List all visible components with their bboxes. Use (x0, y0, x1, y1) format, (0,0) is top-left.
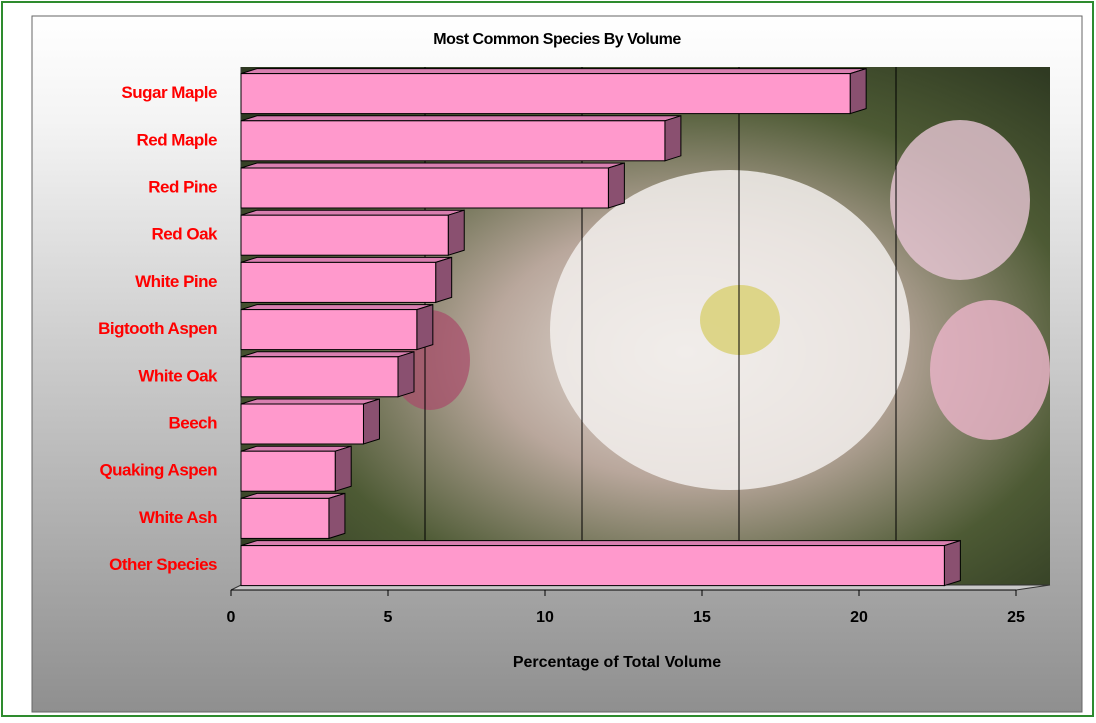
y-tick-label: Other Species (109, 555, 217, 574)
bar (241, 262, 436, 302)
bar (241, 74, 850, 114)
bar-side (335, 446, 351, 491)
bar (241, 310, 417, 350)
chart-title: Most Common Species By Volume (433, 31, 681, 48)
bar (241, 546, 944, 586)
x-tick-label: 0 (227, 609, 236, 626)
bar-top (241, 210, 464, 215)
bar (241, 498, 329, 538)
bar-side (665, 116, 681, 161)
bar-side (329, 493, 345, 538)
bar-side (363, 399, 379, 444)
y-tick-label: Red Maple (136, 130, 217, 149)
y-tick-label: Bigtooth Aspen (98, 319, 217, 338)
bar-side (448, 210, 464, 255)
x-axis-title: Percentage of Total Volume (513, 654, 721, 671)
x-tick-label: 25 (1007, 609, 1025, 626)
bar-top (241, 541, 960, 546)
y-tick-label: White Oak (138, 366, 218, 385)
bar (241, 451, 335, 491)
bar (241, 168, 608, 208)
x-tick-label: 20 (850, 609, 868, 626)
bar-top (241, 399, 379, 404)
y-tick-label: Beech (168, 413, 217, 432)
bar-side (398, 352, 414, 397)
bar-side (436, 257, 452, 302)
bar-top (241, 257, 452, 262)
bar-side (944, 541, 960, 586)
y-tick-label: Sugar Maple (121, 83, 217, 102)
bar-side (850, 69, 866, 114)
chart: Most Common Species By Volume Percentage… (0, 0, 1096, 718)
x-tick-label: 10 (536, 609, 554, 626)
bar-top (241, 446, 351, 451)
y-tick-label: Red Pine (148, 177, 217, 196)
bar-top (241, 116, 681, 121)
y-tick-label: Red Oak (152, 225, 219, 244)
bar-top (241, 163, 624, 168)
y-tick-label: Quaking Aspen (99, 461, 217, 480)
bar-top (241, 352, 414, 357)
bar-top (241, 493, 345, 498)
bar-side (608, 163, 624, 208)
y-tick-label: White Pine (135, 272, 217, 291)
bar (241, 215, 448, 255)
bar-side (417, 305, 433, 350)
x-tick-label: 5 (384, 609, 393, 626)
bar (241, 357, 398, 397)
bar (241, 404, 363, 444)
bar-top (241, 69, 866, 74)
x-tick-label: 15 (693, 609, 711, 626)
y-tick-label: White Ash (139, 508, 217, 527)
bar (241, 121, 665, 161)
bar-top (241, 305, 433, 310)
